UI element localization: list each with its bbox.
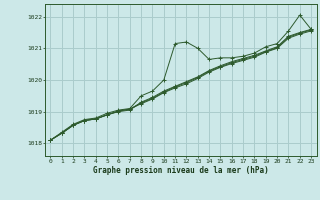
X-axis label: Graphe pression niveau de la mer (hPa): Graphe pression niveau de la mer (hPa)	[93, 166, 269, 175]
